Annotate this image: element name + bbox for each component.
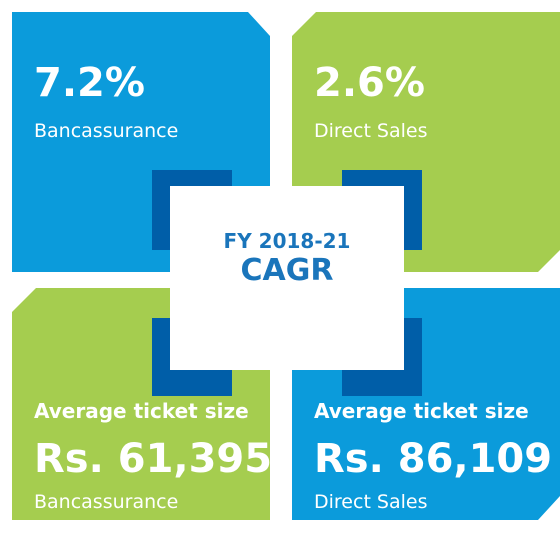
tile-value: 2.6% — [314, 60, 425, 106]
tile-label: Direct Sales — [314, 491, 428, 513]
tile-heading: Average ticket size — [314, 399, 529, 423]
tile-value: Rs. 61,395 — [34, 436, 272, 482]
center-box — [170, 186, 404, 370]
tile-heading: Average ticket size — [34, 399, 249, 423]
center-period: FY 2018-21 — [224, 229, 351, 253]
tile-value: Rs. 86,109 — [314, 436, 552, 482]
tile-value: 7.2% — [34, 60, 145, 106]
tile-label: Bancassurance — [34, 491, 178, 513]
tile-label: Bancassurance — [34, 120, 178, 142]
tile-label: Direct Sales — [314, 120, 428, 142]
center-title: CAGR — [241, 253, 334, 288]
